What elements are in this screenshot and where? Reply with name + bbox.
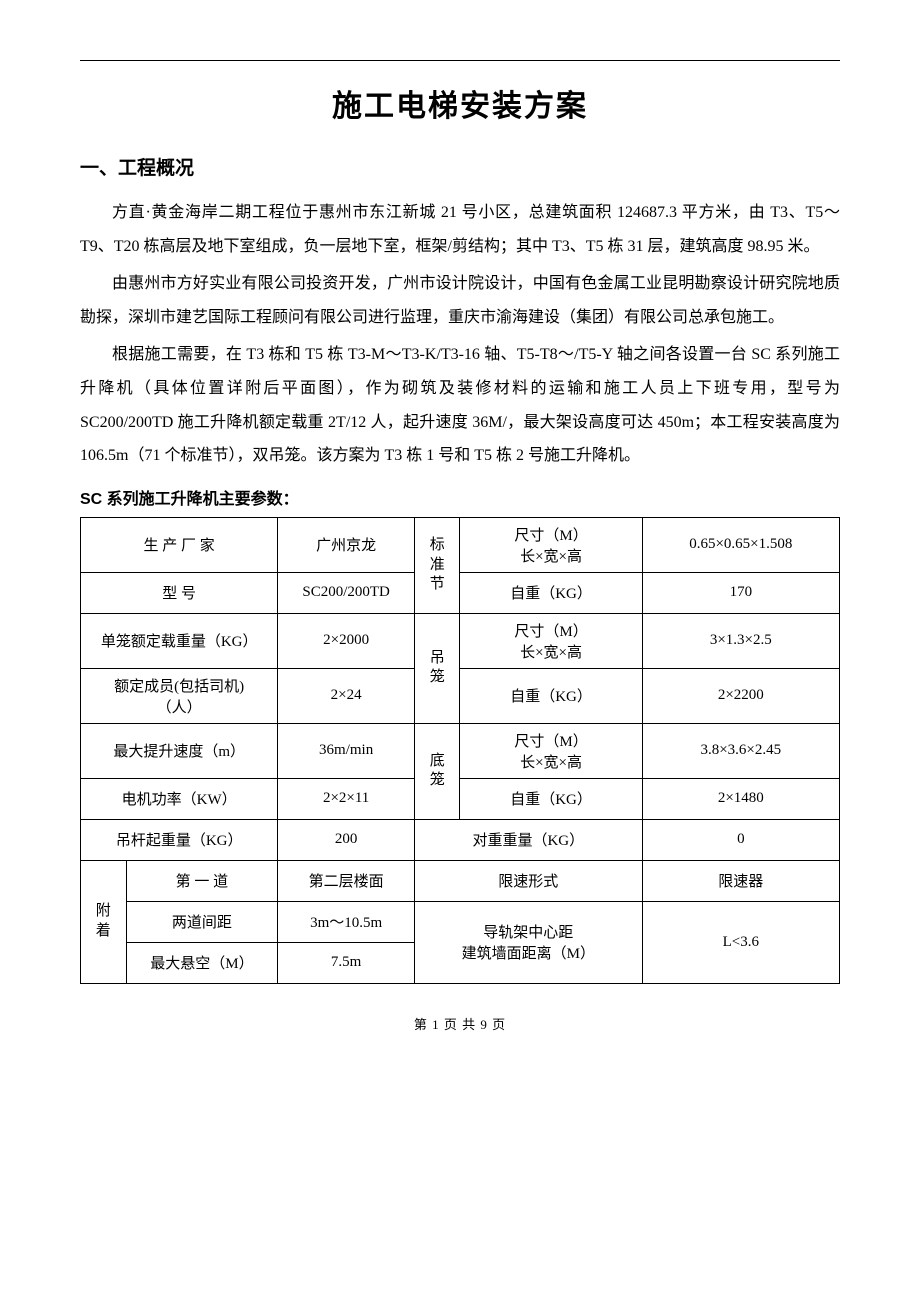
cell-cage-label: 吊笼: [414, 613, 460, 723]
cell-counterweight-label: 对重重量（KG）: [414, 819, 642, 860]
table-row: 吊杆起重量（KG） 200 对重重量（KG） 0: [81, 819, 840, 860]
table-row: 型 号 SC200/200TD 自重（KG） 170: [81, 572, 840, 613]
cell-rail-distance-label: 导轨架中心距建筑墙面距离（M）: [414, 901, 642, 983]
paragraph-3: 根据施工需要，在 T3 栋和 T5 栋 T3-M～T3-K/T3-16 轴、T5…: [80, 338, 840, 472]
cell-base-weight-label: 自重（KG）: [460, 778, 642, 819]
cell-rail-distance-value: L<3.6: [642, 901, 839, 983]
table-row: 电机功率（KW） 2×2×11 自重（KG） 2×1480: [81, 778, 840, 819]
cell-cage-size-label: 尺寸（M）长×宽×高: [460, 613, 642, 668]
cell-cage-weight-label: 自重（KG）: [460, 668, 642, 723]
cell-base-size-label: 尺寸（M）长×宽×高: [460, 723, 642, 778]
cell-capacity-value: 2×24: [278, 668, 415, 723]
table-row: 两道间距 3m～10.5m 导轨架中心距建筑墙面距离（M） L<3.6: [81, 901, 840, 942]
cell-first-label: 第 一 道: [126, 860, 278, 901]
params-table: 生 产 厂 家 广州京龙 标准节 尺寸（M）长×宽×高 0.65×0.65×1.…: [80, 517, 840, 984]
cell-overhang-label: 最大悬空（M）: [126, 942, 278, 983]
section-1-heading: 一、工程概况: [80, 153, 840, 180]
cell-speed-label: 最大提升速度（m）: [81, 723, 278, 778]
cell-cage-weight-value: 2×2200: [642, 668, 839, 723]
cell-model-value: SC200/200TD: [278, 572, 415, 613]
cell-cage-load-label: 单笼额定载重量（KG）: [81, 613, 278, 668]
cell-cage-size-value: 3×1.3×2.5: [642, 613, 839, 668]
cell-boom-label: 吊杆起重量（KG）: [81, 819, 278, 860]
table-row: 额定成员(包括司机)（人） 2×24 自重（KG） 2×2200: [81, 668, 840, 723]
cell-speed-value: 36m/min: [278, 723, 415, 778]
cell-capacity-label: 额定成员(包括司机)（人）: [81, 668, 278, 723]
table-row: 附着 第 一 道 第二层楼面 限速形式 限速器: [81, 860, 840, 901]
cell-overhang-value: 7.5m: [278, 942, 415, 983]
table-row: 生 产 厂 家 广州京龙 标准节 尺寸（M）长×宽×高 0.65×0.65×1.…: [81, 517, 840, 572]
cell-counterweight-value: 0: [642, 819, 839, 860]
cell-base-label: 底笼: [414, 723, 460, 819]
cell-base-size-value: 3.8×3.6×2.45: [642, 723, 839, 778]
cell-first-value: 第二层楼面: [278, 860, 415, 901]
table-row: 最大提升速度（m） 36m/min 底笼 尺寸（M）长×宽×高 3.8×3.6×…: [81, 723, 840, 778]
cell-limit-type-label: 限速形式: [414, 860, 642, 901]
top-rule: [80, 60, 840, 61]
paragraph-1: 方直·黄金海岸二期工程位于惠州市东江新城 21 号小区，总建筑面积 124687…: [80, 196, 840, 263]
cell-std-section-label: 标准节: [414, 517, 460, 613]
cell-attach-label: 附着: [81, 860, 127, 983]
cell-power-label: 电机功率（KW）: [81, 778, 278, 819]
cell-manufacturer-value: 广州京龙: [278, 517, 415, 572]
cell-std-size-label: 尺寸（M）长×宽×高: [460, 517, 642, 572]
cell-base-weight-value: 2×1480: [642, 778, 839, 819]
page-footer: 第 1 页 共 9 页: [80, 1014, 840, 1033]
cell-spacing-label: 两道间距: [126, 901, 278, 942]
cell-power-value: 2×2×11: [278, 778, 415, 819]
cell-model-label: 型 号: [81, 572, 278, 613]
cell-std-weight-label: 自重（KG）: [460, 572, 642, 613]
cell-manufacturer-label: 生 产 厂 家: [81, 517, 278, 572]
document-page: 施工电梯安装方案 一、工程概况 方直·黄金海岸二期工程位于惠州市东江新城 21 …: [0, 0, 920, 1073]
cell-std-weight-value: 170: [642, 572, 839, 613]
paragraph-2: 由惠州市方好实业有限公司投资开发，广州市设计院设计，中国有色金属工业昆明勘察设计…: [80, 267, 840, 334]
params-subheading: SC 系列施工升降机主要参数：: [80, 485, 840, 509]
cell-boom-value: 200: [278, 819, 415, 860]
cell-std-size-value: 0.65×0.65×1.508: [642, 517, 839, 572]
cell-limit-type-value: 限速器: [642, 860, 839, 901]
cell-cage-load-value: 2×2000: [278, 613, 415, 668]
table-row: 单笼额定载重量（KG） 2×2000 吊笼 尺寸（M）长×宽×高 3×1.3×2…: [81, 613, 840, 668]
document-title: 施工电梯安装方案: [80, 81, 840, 125]
cell-spacing-value: 3m～10.5m: [278, 901, 415, 942]
